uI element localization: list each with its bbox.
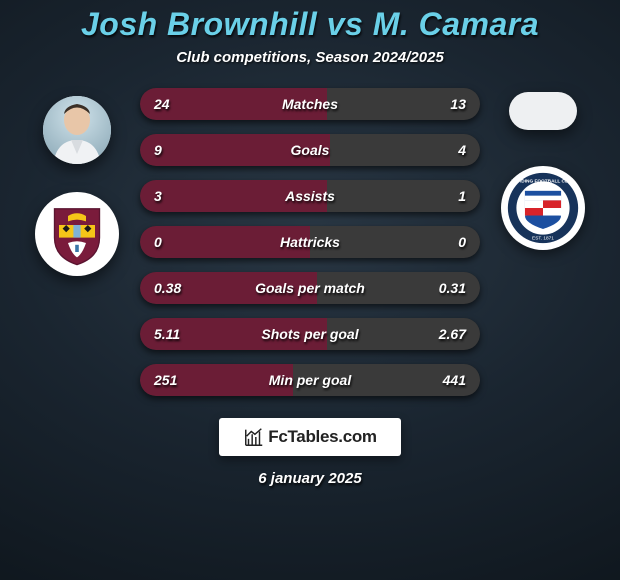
stat-value-left: 251 bbox=[154, 372, 177, 388]
svg-text:READING FOOTBALL CLUB: READING FOOTBALL CLUB bbox=[511, 178, 575, 184]
fctables-logo-text: FcTables.com bbox=[268, 427, 377, 447]
date-text: 6 january 2025 bbox=[258, 470, 361, 487]
reading-crest-icon: READING FOOTBALL CLUB EST. 1871 bbox=[505, 170, 581, 246]
stat-value-right: 441 bbox=[443, 372, 466, 388]
player-right-club-crest: READING FOOTBALL CLUB EST. 1871 bbox=[501, 166, 585, 250]
left-player-column bbox=[32, 88, 122, 276]
stats-column: 24 Matches 13 9 Goals 4 3 Assists 1 0 Hattricks 0 0.… bbox=[140, 88, 480, 396]
stat-value-right: 1 bbox=[458, 188, 466, 204]
stat-label: Goals bbox=[291, 142, 330, 158]
player-right-avatar bbox=[509, 92, 577, 130]
stat-value-right: 0.31 bbox=[439, 280, 466, 296]
stat-row: 0.38 Goals per match 0.31 bbox=[140, 272, 480, 304]
stat-label: Hattricks bbox=[280, 234, 340, 250]
stat-label: Shots per goal bbox=[261, 326, 358, 342]
stat-value-right: 0 bbox=[458, 234, 466, 250]
burnley-crest-icon bbox=[41, 198, 113, 270]
stat-label: Assists bbox=[285, 188, 335, 204]
subtitle: Club competitions, Season 2024/2025 bbox=[176, 49, 444, 66]
stat-label: Min per goal bbox=[269, 372, 351, 388]
stat-value-right: 4 bbox=[458, 142, 466, 158]
player-left-club-crest bbox=[35, 192, 119, 276]
stat-row: 5.11 Shots per goal 2.67 bbox=[140, 318, 480, 350]
stat-row: 9 Goals 4 bbox=[140, 134, 480, 166]
avatar-placeholder-icon bbox=[43, 96, 111, 164]
stat-row: 0 Hattricks 0 bbox=[140, 226, 480, 258]
fctables-logo: FcTables.com bbox=[219, 418, 401, 456]
player-left-avatar bbox=[43, 96, 111, 164]
stat-value-right: 13 bbox=[450, 96, 466, 112]
page-title: Josh Brownhill vs M. Camara bbox=[81, 6, 539, 43]
stat-value-left: 0.38 bbox=[154, 280, 181, 296]
stat-row: 24 Matches 13 bbox=[140, 88, 480, 120]
stat-value-left: 0 bbox=[154, 234, 162, 250]
footer: FcTables.com 6 january 2025 bbox=[219, 418, 401, 487]
comparison-row: 24 Matches 13 9 Goals 4 3 Assists 1 0 Hattricks 0 0.… bbox=[0, 88, 620, 396]
stat-value-left: 24 bbox=[154, 96, 170, 112]
stat-label: Goals per match bbox=[255, 280, 365, 296]
fctables-logo-icon bbox=[243, 426, 265, 448]
stat-value-right: 2.67 bbox=[439, 326, 466, 342]
stat-row: 3 Assists 1 bbox=[140, 180, 480, 212]
stat-label: Matches bbox=[282, 96, 338, 112]
stat-value-left: 5.11 bbox=[154, 326, 180, 342]
stat-row: 251 Min per goal 441 bbox=[140, 364, 480, 396]
svg-text:EST. 1871: EST. 1871 bbox=[532, 235, 554, 241]
stat-value-left: 9 bbox=[154, 142, 162, 158]
stat-value-left: 3 bbox=[154, 188, 162, 204]
right-player-column: READING FOOTBALL CLUB EST. 1871 bbox=[498, 88, 588, 250]
